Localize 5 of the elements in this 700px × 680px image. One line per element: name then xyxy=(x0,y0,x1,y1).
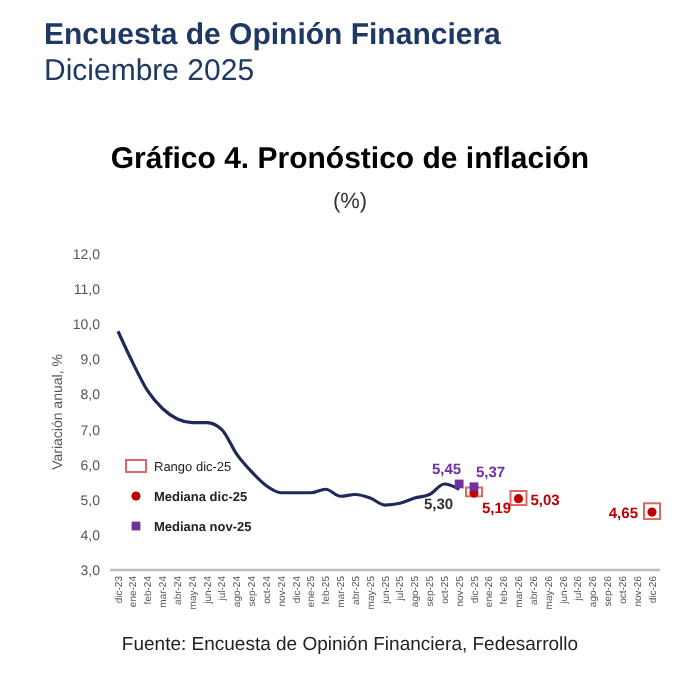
chart-subtitle: (%) xyxy=(332,190,368,214)
text: Diciembre 2025 xyxy=(44,54,255,88)
source-note: Fuente: Encuesta de Opinión Financiera, Fedesarrollo xyxy=(121,634,579,656)
chart-title: Gráfico 4. Pronóstico de inflación xyxy=(110,142,590,176)
text: Encuesta de Opinión Financiera xyxy=(44,18,503,52)
